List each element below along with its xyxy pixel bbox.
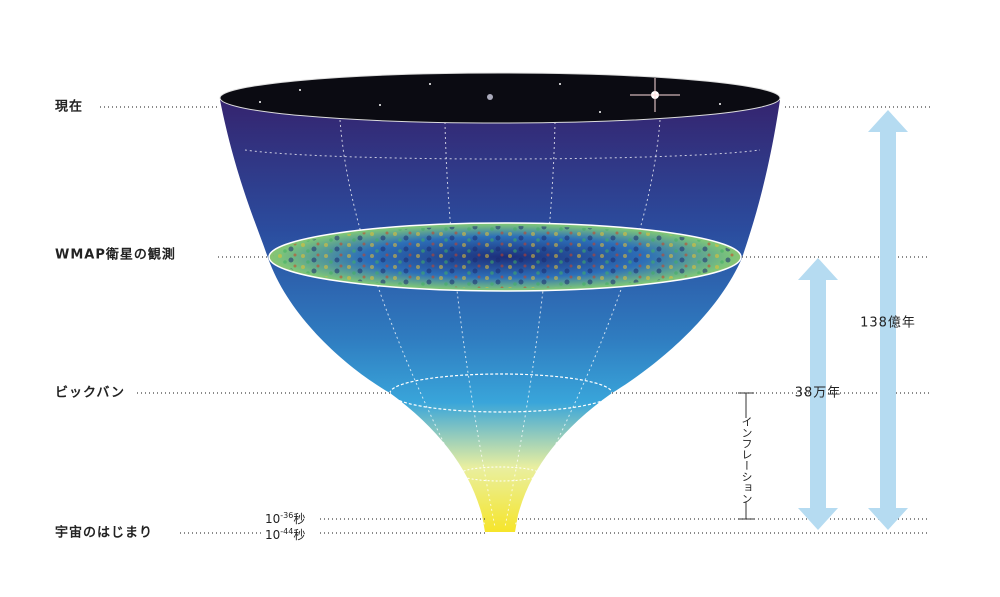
time-unit: 秒 <box>293 528 305 542</box>
time-base: 10 <box>265 512 280 526</box>
span-age: 138億年 <box>860 315 916 331</box>
inflation-bracket <box>737 392 755 520</box>
label-big-bang: ビックバン <box>55 385 125 401</box>
span-cmb: 38万年 <box>795 386 842 401</box>
time-base: 10 <box>265 528 280 542</box>
label-now: 現在 <box>55 99 83 115</box>
label-beginning: 宇宙のはじまり <box>55 525 153 541</box>
time-exp: -44 <box>280 527 293 536</box>
guide-lines <box>100 106 930 534</box>
funnel <box>220 100 780 532</box>
label-wmap: WMAP衛星の観測 <box>55 247 176 263</box>
time-label: 10-36秒 <box>265 511 305 526</box>
sky-now <box>219 72 781 124</box>
wmap-noise <box>273 226 737 288</box>
span-arrows <box>798 110 908 530</box>
time-label: 10-44秒 <box>265 527 305 542</box>
time-unit: 秒 <box>293 512 305 526</box>
span-inflation: インフレーション <box>740 416 753 504</box>
time-exp: -36 <box>280 511 293 520</box>
stars <box>259 78 721 113</box>
meridians <box>244 119 761 528</box>
inflation-ring <box>459 466 541 482</box>
